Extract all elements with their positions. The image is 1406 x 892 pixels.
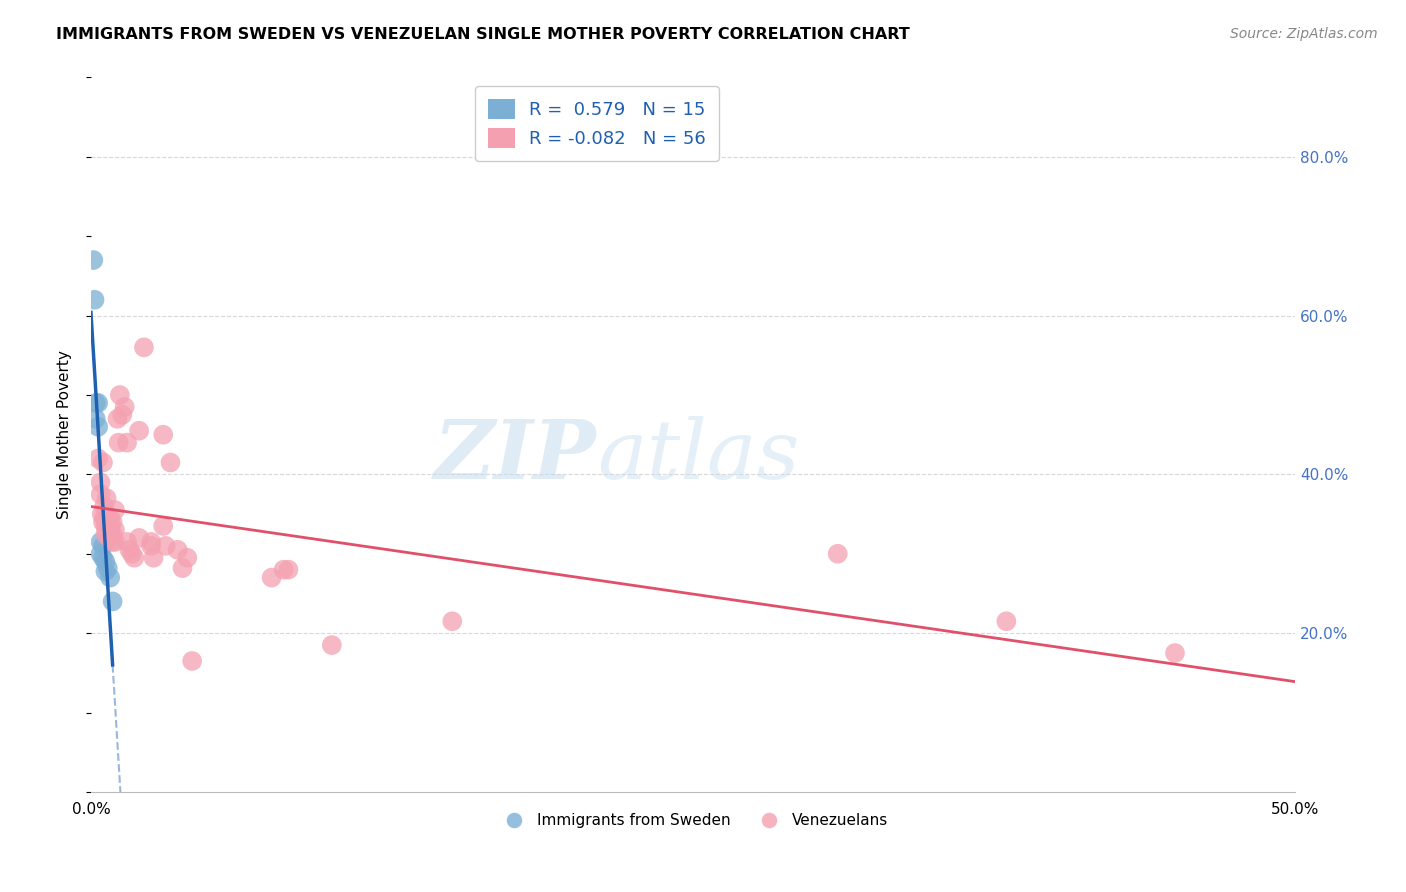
Point bbox=[94, 519, 117, 533]
Point bbox=[111, 408, 134, 422]
Point bbox=[107, 412, 129, 426]
Point bbox=[97, 523, 120, 537]
Point bbox=[98, 519, 121, 533]
Point bbox=[995, 614, 1018, 628]
Point bbox=[132, 340, 155, 354]
Text: Source: ZipAtlas.com: Source: ZipAtlas.com bbox=[1230, 27, 1378, 41]
Point bbox=[97, 511, 120, 525]
Point bbox=[273, 563, 295, 577]
Point bbox=[83, 293, 105, 307]
Point bbox=[91, 455, 114, 469]
Point bbox=[277, 563, 299, 577]
Point bbox=[260, 571, 283, 585]
Point bbox=[141, 539, 163, 553]
Point bbox=[104, 503, 127, 517]
Point bbox=[141, 534, 163, 549]
Point bbox=[90, 547, 112, 561]
Point bbox=[91, 515, 114, 529]
Point bbox=[104, 534, 127, 549]
Point bbox=[101, 527, 124, 541]
Point bbox=[128, 424, 150, 438]
Point bbox=[94, 564, 117, 578]
Point bbox=[91, 550, 114, 565]
Point bbox=[176, 550, 198, 565]
Point bbox=[94, 555, 117, 569]
Point bbox=[827, 547, 849, 561]
Point bbox=[101, 594, 124, 608]
Point bbox=[82, 253, 104, 268]
Point bbox=[107, 435, 129, 450]
Point bbox=[84, 396, 107, 410]
Point bbox=[108, 388, 131, 402]
Point bbox=[142, 550, 165, 565]
Text: IMMIGRANTS FROM SWEDEN VS VENEZUELAN SINGLE MOTHER POVERTY CORRELATION CHART: IMMIGRANTS FROM SWEDEN VS VENEZUELAN SIN… bbox=[56, 27, 910, 42]
Point bbox=[121, 547, 143, 561]
Point bbox=[321, 638, 343, 652]
Point bbox=[96, 491, 118, 506]
Point bbox=[101, 534, 124, 549]
Point bbox=[181, 654, 204, 668]
Point bbox=[155, 539, 177, 553]
Point bbox=[104, 523, 127, 537]
Text: ZIP: ZIP bbox=[434, 417, 596, 496]
Point bbox=[118, 542, 141, 557]
Point bbox=[90, 487, 112, 501]
Point bbox=[98, 511, 121, 525]
Legend: Immigrants from Sweden, Venezuelans: Immigrants from Sweden, Venezuelans bbox=[492, 807, 894, 834]
Point bbox=[84, 412, 107, 426]
Point bbox=[441, 614, 464, 628]
Point bbox=[94, 527, 117, 541]
Point bbox=[152, 519, 174, 533]
Text: atlas: atlas bbox=[596, 417, 799, 496]
Point bbox=[87, 396, 110, 410]
Point bbox=[87, 419, 110, 434]
Point bbox=[115, 435, 138, 450]
Point bbox=[98, 571, 121, 585]
Y-axis label: Single Mother Poverty: Single Mother Poverty bbox=[58, 351, 72, 519]
Point bbox=[87, 451, 110, 466]
Point bbox=[114, 400, 136, 414]
Point bbox=[90, 507, 112, 521]
Point bbox=[101, 515, 124, 529]
Point bbox=[93, 499, 115, 513]
Point bbox=[172, 561, 194, 575]
Point bbox=[115, 534, 138, 549]
Point bbox=[1164, 646, 1187, 660]
Point bbox=[90, 475, 112, 490]
Point bbox=[128, 531, 150, 545]
Point bbox=[98, 531, 121, 545]
Point bbox=[91, 539, 114, 553]
Point bbox=[90, 534, 112, 549]
Point bbox=[152, 427, 174, 442]
Point bbox=[166, 542, 188, 557]
Point bbox=[97, 561, 120, 575]
Point bbox=[124, 550, 146, 565]
Point bbox=[159, 455, 181, 469]
Point bbox=[96, 519, 118, 533]
Point bbox=[93, 511, 115, 525]
Point bbox=[98, 527, 121, 541]
